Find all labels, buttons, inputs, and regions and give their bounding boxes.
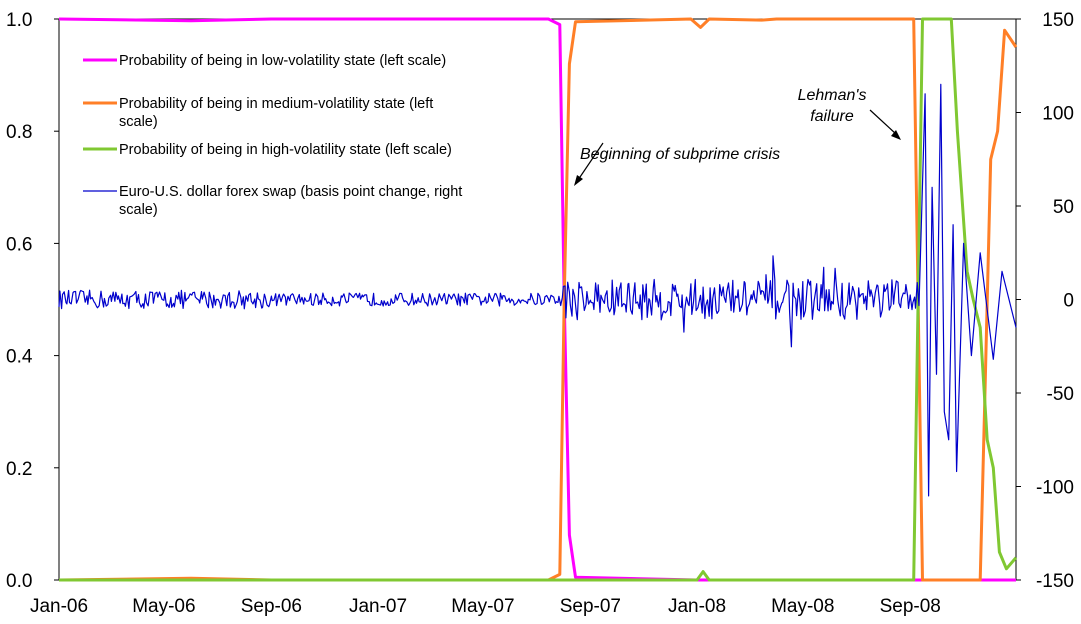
y-right-tick-label: 50 (1053, 197, 1074, 218)
series-line-1 (58, 17, 1018, 582)
annotations: Beginning of subprime crisis Lehman's fail… (574, 87, 901, 186)
x-tick-label: May-08 (771, 596, 834, 617)
y-left-tick-label: 0.4 (6, 347, 33, 368)
x-tick-label: Sep-07 (560, 596, 621, 617)
legend-entry: scale) (119, 202, 158, 218)
x-tick-label: Jan-06 (30, 596, 88, 617)
y-right-tick-label: 100 (1042, 104, 1074, 125)
x-tick-label: Sep-08 (880, 596, 941, 617)
x-tick-label: May-06 (132, 596, 195, 617)
y-left-tick-label: 1.0 (6, 10, 32, 31)
legend-entry: Probability of being in low-volatility s… (119, 53, 446, 69)
y-right-tick-label: 150 (1042, 10, 1074, 31)
y-left-tick-label: 0.2 (6, 459, 32, 480)
annotation-arrowhead-lehman (891, 130, 901, 140)
legend-entry: Probability of being in medium-volatilit… (119, 96, 433, 112)
annotation-lehman: Lehman's (798, 87, 867, 104)
annotation-arrow-lehman (869, 109, 897, 135)
legend: Probability of being in low-volatility s… (83, 53, 462, 218)
legend-entry: Euro-U.S. dollar forex swap (basis point… (119, 184, 462, 200)
y-right-tick-label: -150 (1036, 571, 1074, 592)
annotation-arrowhead-subprime (574, 175, 583, 186)
axes: Jan-06 May-06 Sep-06 Jan-07 May-07 Sep-07 Jan-… (6, 10, 1074, 617)
legend-entry: scale) (119, 114, 158, 130)
annotation-subprime: Beginning of subprime crisis (580, 146, 780, 163)
series-line-2 (59, 17, 1018, 582)
series-layer (58, 17, 1018, 582)
y-right-tick-label: 0 (1063, 291, 1074, 312)
x-tick-label: Jan-08 (668, 596, 726, 617)
y-right-tick-label: -50 (1047, 384, 1074, 405)
y-left-tick-label: 0.0 (6, 571, 32, 592)
annotation-lehman-line2: failure (810, 108, 854, 125)
series-line-3 (58, 83, 1017, 497)
annotation-arrow-subprime (577, 142, 604, 181)
x-tick-label: Sep-06 (241, 596, 302, 617)
legend-entry: Probability of being in high-volatility … (119, 142, 452, 158)
y-right-tick-label: -100 (1036, 478, 1074, 499)
y-left-tick-label: 0.8 (6, 122, 32, 143)
x-tick-label: Jan-07 (349, 596, 407, 617)
x-tick-label: May-07 (451, 596, 514, 617)
y-left-tick-label: 0.6 (6, 234, 32, 255)
